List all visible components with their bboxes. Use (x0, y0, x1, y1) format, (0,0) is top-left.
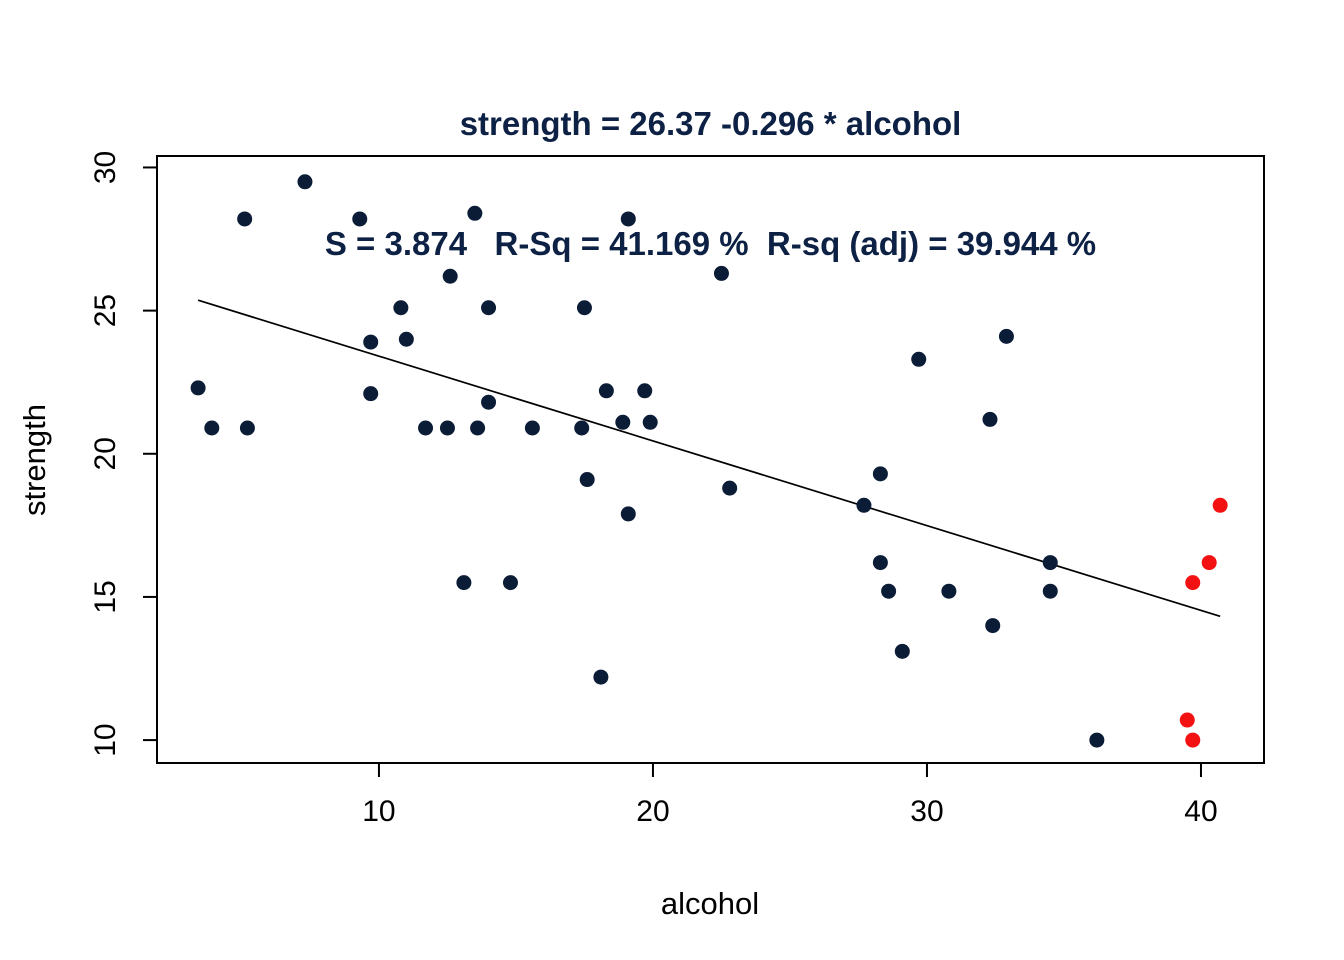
data-point (297, 174, 313, 190)
plot-title: strength = 26.37 -0.296 * alcohol S = 3.… (157, 24, 1264, 344)
data-point (593, 669, 609, 685)
data-point (239, 420, 255, 436)
y-axis-tick-label: 30 (89, 151, 122, 184)
data-point (881, 583, 897, 599)
x-axis-tick-label: 20 (636, 795, 669, 828)
data-point (985, 618, 1001, 634)
data-point (998, 328, 1014, 344)
data-point (418, 420, 434, 436)
data-point (911, 351, 927, 367)
data-point (1042, 555, 1058, 571)
data-point (615, 414, 631, 430)
data-point (237, 211, 253, 227)
data-point (982, 411, 998, 427)
regression-line (197, 299, 1221, 618)
data-point (894, 643, 910, 659)
plot-border (156, 155, 1265, 764)
data-point (439, 420, 455, 436)
data-point (576, 300, 592, 316)
data-point (352, 211, 368, 227)
data-point (1089, 732, 1105, 748)
data-point (620, 506, 636, 522)
outlier-point (1201, 555, 1217, 571)
data-point (398, 331, 414, 347)
data-point (524, 420, 540, 436)
x-axis-tick-label: 40 (1184, 795, 1217, 828)
outlier-point (1212, 497, 1228, 513)
data-point (856, 497, 872, 513)
outlier-point (1185, 575, 1201, 591)
data-point (574, 420, 590, 436)
data-point (713, 265, 729, 281)
data-point (1042, 583, 1058, 599)
data-point (393, 300, 409, 316)
data-point (190, 380, 206, 396)
y-axis-label: strength (17, 404, 52, 516)
data-point (872, 555, 888, 571)
x-axis-tick-label: 30 (910, 795, 943, 828)
data-point (442, 268, 458, 284)
data-point (470, 420, 486, 436)
y-axis-tick-label: 15 (89, 580, 122, 613)
data-point (620, 211, 636, 227)
data-point (363, 386, 379, 402)
data-point (872, 466, 888, 482)
data-point (204, 420, 220, 436)
y-axis-tick-label: 25 (89, 294, 122, 327)
data-point (456, 575, 472, 591)
x-axis-label: alcohol (661, 886, 759, 921)
data-point (941, 583, 957, 599)
data-point (481, 394, 497, 410)
data-point (722, 480, 738, 496)
title-stats: S = 3.874 R-Sq = 41.169 % R-sq (adj) = 3… (324, 225, 1097, 262)
x-axis-tick-label: 10 (362, 795, 395, 828)
data-point (467, 205, 483, 221)
data-point (579, 472, 595, 488)
data-point (598, 383, 614, 399)
y-axis-tick-label: 20 (89, 437, 122, 470)
title-equation: strength = 26.37 -0.296 * alcohol (459, 105, 962, 142)
data-point (637, 383, 653, 399)
data-point (502, 575, 518, 591)
outlier-point (1179, 712, 1195, 728)
data-point (363, 334, 379, 350)
y-axis-tick-label: 10 (89, 723, 122, 756)
data-point (642, 414, 658, 430)
outlier-point (1185, 732, 1201, 748)
data-point (481, 300, 497, 316)
